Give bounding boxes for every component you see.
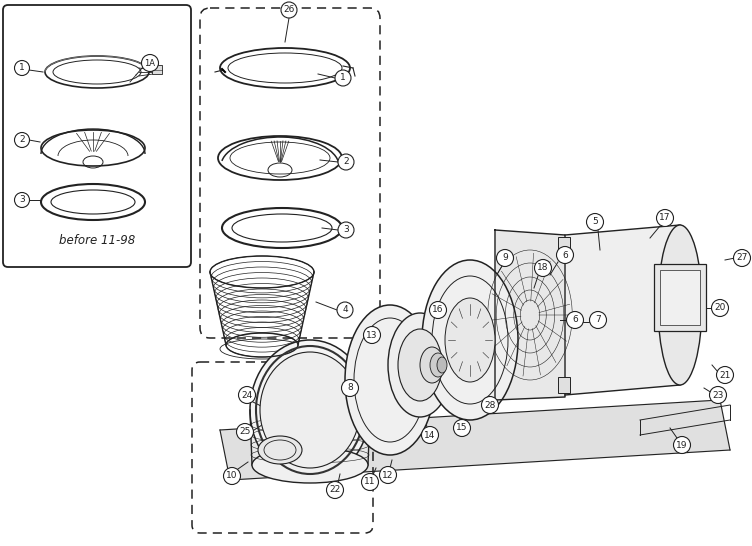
Text: 6: 6 (562, 251, 568, 259)
Text: 15: 15 (456, 424, 468, 432)
Circle shape (335, 70, 351, 86)
Ellipse shape (258, 436, 302, 464)
Circle shape (733, 250, 750, 266)
Text: 3: 3 (343, 225, 349, 234)
Text: 10: 10 (226, 472, 238, 480)
Text: 25: 25 (239, 428, 250, 436)
Ellipse shape (250, 340, 370, 480)
Text: 18: 18 (537, 264, 549, 272)
Circle shape (422, 426, 438, 443)
Ellipse shape (445, 298, 495, 382)
Text: 5: 5 (592, 217, 598, 227)
Ellipse shape (422, 260, 518, 420)
Circle shape (429, 301, 447, 318)
Text: before 11-98: before 11-98 (59, 234, 135, 246)
Text: 27: 27 (736, 253, 747, 263)
Text: 7: 7 (595, 316, 601, 324)
Circle shape (238, 387, 256, 403)
Text: 1: 1 (340, 74, 346, 82)
Text: 9: 9 (502, 253, 508, 263)
Text: 1: 1 (19, 63, 25, 73)
Text: 19: 19 (676, 441, 688, 449)
Ellipse shape (437, 357, 447, 373)
Text: 26: 26 (284, 5, 295, 15)
Circle shape (566, 312, 584, 329)
Polygon shape (220, 400, 730, 480)
Circle shape (674, 436, 690, 454)
Polygon shape (495, 230, 565, 400)
Circle shape (14, 193, 29, 207)
Ellipse shape (420, 347, 444, 383)
Circle shape (281, 2, 297, 18)
Text: 22: 22 (329, 485, 341, 495)
Ellipse shape (252, 447, 368, 483)
Polygon shape (565, 225, 680, 395)
Text: 11: 11 (364, 478, 376, 486)
Circle shape (556, 246, 574, 264)
Ellipse shape (430, 353, 446, 377)
Circle shape (496, 250, 514, 266)
Polygon shape (250, 410, 370, 465)
Circle shape (590, 312, 607, 329)
Text: 16: 16 (432, 306, 444, 314)
Circle shape (326, 482, 344, 498)
Bar (558, 377, 570, 393)
Text: 8: 8 (347, 383, 353, 393)
Text: 28: 28 (484, 401, 496, 410)
FancyBboxPatch shape (654, 264, 706, 331)
Circle shape (338, 222, 354, 238)
Circle shape (380, 466, 396, 484)
Circle shape (481, 396, 499, 413)
Circle shape (711, 300, 729, 317)
Circle shape (341, 379, 359, 396)
Circle shape (587, 213, 604, 230)
FancyBboxPatch shape (3, 5, 191, 267)
Text: 13: 13 (366, 330, 378, 340)
Ellipse shape (345, 305, 435, 455)
Circle shape (14, 133, 29, 147)
Circle shape (717, 366, 733, 383)
Circle shape (453, 419, 471, 436)
Circle shape (141, 55, 159, 72)
Text: 4: 4 (342, 306, 348, 314)
Circle shape (362, 473, 378, 490)
Circle shape (535, 259, 551, 276)
Circle shape (656, 210, 674, 227)
Text: 21: 21 (720, 371, 731, 379)
Circle shape (338, 154, 354, 170)
Text: 2: 2 (343, 157, 349, 167)
Text: 1A: 1A (144, 58, 156, 68)
Ellipse shape (658, 225, 702, 385)
Circle shape (709, 387, 726, 403)
Circle shape (236, 424, 253, 441)
Text: 3: 3 (19, 195, 25, 205)
Bar (558, 237, 570, 253)
Text: 24: 24 (241, 390, 253, 400)
Text: 2: 2 (20, 135, 25, 145)
Text: 14: 14 (424, 430, 435, 440)
Bar (152, 65, 162, 74)
Circle shape (337, 302, 353, 318)
Text: 17: 17 (660, 213, 671, 223)
Text: 6: 6 (572, 316, 578, 324)
Text: 12: 12 (382, 471, 394, 479)
Text: 23: 23 (712, 390, 723, 400)
Text: 20: 20 (714, 304, 726, 312)
Ellipse shape (388, 313, 452, 417)
Circle shape (223, 467, 241, 484)
Ellipse shape (260, 352, 360, 468)
Circle shape (14, 61, 29, 75)
Circle shape (363, 327, 381, 343)
Ellipse shape (398, 329, 442, 401)
Bar (660, 270, 700, 325)
